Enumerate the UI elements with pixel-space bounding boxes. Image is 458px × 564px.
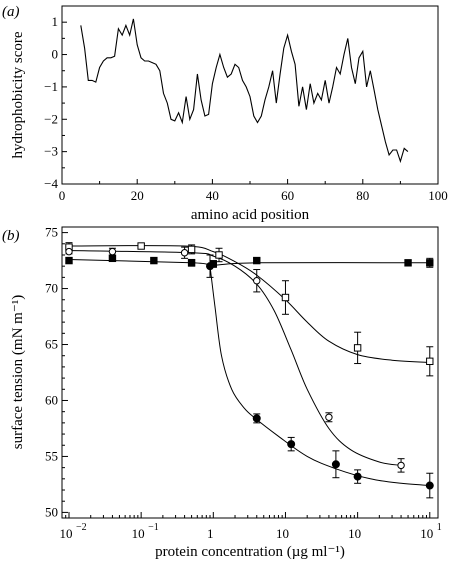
fit-curve-open-circle bbox=[68, 250, 402, 466]
b-ytick-label: 70 bbox=[45, 281, 58, 296]
data-point-filled-square bbox=[187, 259, 196, 267]
data-point-filled-square bbox=[253, 256, 261, 265]
panel-a-xlabel: amino acid position bbox=[191, 207, 310, 223]
b-ytick-label: 75 bbox=[45, 225, 58, 240]
b-xtick-exponent: 1 bbox=[437, 522, 442, 533]
data-point-open-circle bbox=[108, 247, 117, 256]
a-ytick-label: −3 bbox=[44, 144, 58, 159]
data-point-open-square bbox=[137, 242, 145, 250]
b-ytick-label: 50 bbox=[45, 504, 58, 519]
data-point-open-square bbox=[281, 293, 290, 302]
data-point-filled-square bbox=[150, 256, 158, 265]
data-point-open-square bbox=[353, 344, 362, 352]
a-ytick-label: −1 bbox=[44, 79, 58, 94]
data-point-filled-circle bbox=[206, 262, 215, 271]
a-xtick-label: 20 bbox=[131, 188, 144, 203]
data-point-open-square bbox=[426, 357, 434, 366]
a-xtick-label: 60 bbox=[281, 188, 294, 203]
b-ytick-label: 55 bbox=[45, 448, 58, 463]
a-ytick-label: 1 bbox=[52, 14, 59, 29]
b-xtick-exponent: −1 bbox=[148, 522, 159, 533]
b-xtick-label: 10 bbox=[59, 526, 72, 541]
data-point-open-square bbox=[215, 251, 223, 259]
b-ytick-label: 65 bbox=[45, 337, 58, 352]
data-point-filled-square bbox=[65, 256, 73, 265]
data-point-open-circle bbox=[253, 277, 261, 285]
hydrophobicity-chart: (a) 0 20 40 60 80 100 −4 −3 −2 −1 0 1 amino acid po… bbox=[2, 4, 448, 223]
data-point-filled-circle bbox=[425, 481, 434, 490]
data-point-filled-square bbox=[426, 259, 434, 267]
data-point-filled-circle bbox=[252, 414, 261, 423]
panel-b-ylabel: surface tension (mN m⁻¹) bbox=[10, 295, 26, 449]
a-xtick-label: 80 bbox=[356, 188, 369, 203]
b-xtick-exponent: −2 bbox=[76, 522, 87, 533]
b-ytick-label: 60 bbox=[45, 392, 58, 407]
hydrophobicity-line bbox=[80, 18, 409, 164]
a-xtick-label: 100 bbox=[428, 188, 448, 203]
panel-a-label: (a) bbox=[2, 4, 20, 20]
panel-b-frame bbox=[61, 226, 439, 519]
data-point-open-circle bbox=[65, 247, 73, 256]
panel-b-xlabel: protein concentration (µg ml⁻¹) bbox=[155, 544, 345, 560]
a-ytick-label: −4 bbox=[44, 176, 58, 191]
b-xtick-label: 1 bbox=[207, 526, 214, 541]
a-xtick-label: 0 bbox=[59, 188, 66, 203]
b-xtick-label: 10 bbox=[420, 526, 433, 541]
data-point-filled-square bbox=[108, 254, 117, 263]
a-ytick-label: −2 bbox=[44, 111, 58, 126]
b-xtick-label: 10 bbox=[276, 526, 289, 541]
data-point-open-square bbox=[187, 245, 196, 254]
b-xtick-label: 10 bbox=[348, 526, 361, 541]
data-point-filled-circle bbox=[353, 472, 362, 481]
a-ytick-label: 0 bbox=[52, 47, 59, 62]
data-point-filled-square bbox=[404, 259, 412, 267]
panel-b-label: (b) bbox=[2, 228, 20, 244]
fit-curve-filled-circle bbox=[209, 266, 430, 486]
panel-a-ylabel: hydrophobicity score bbox=[10, 31, 26, 158]
data-point-open-circle bbox=[325, 413, 333, 421]
data-point-filled-circle bbox=[331, 460, 340, 469]
b-xtick-label: 10 bbox=[132, 526, 145, 541]
data-point-open-circle bbox=[180, 249, 189, 257]
fit-curve-filled-square bbox=[68, 259, 430, 266]
a-xtick-label: 40 bbox=[206, 188, 219, 203]
data-point-filled-circle bbox=[287, 440, 296, 449]
data-point-open-circle bbox=[397, 461, 405, 470]
